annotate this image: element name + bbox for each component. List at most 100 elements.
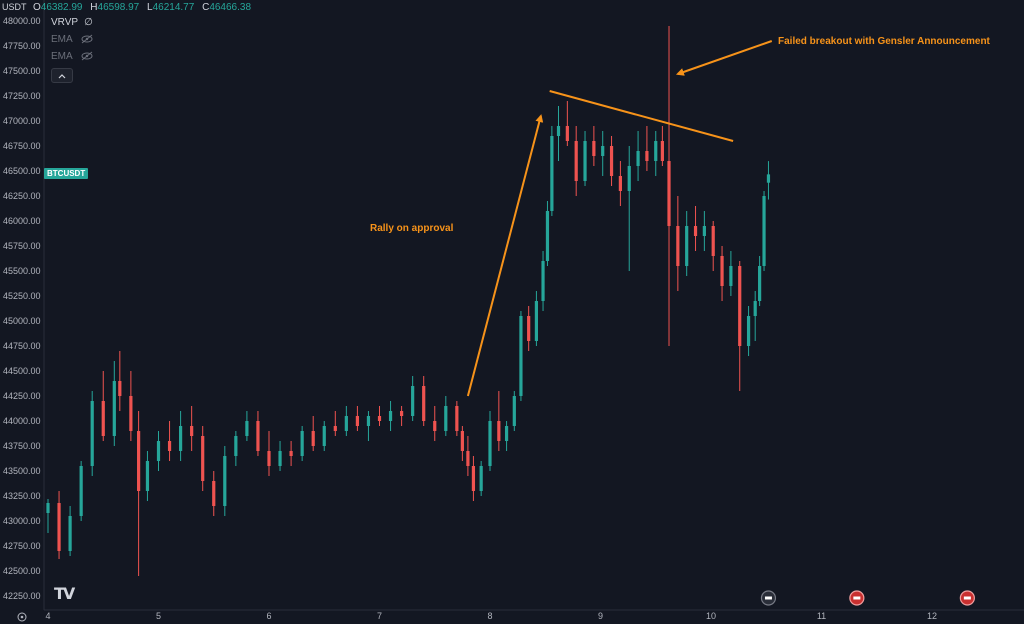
indicator-vrvp-name: VRVP: [51, 17, 79, 28]
candle: [504, 421, 509, 451]
time-tick-label: 8: [487, 611, 492, 621]
candle: [746, 306, 751, 356]
candle: [300, 426, 304, 461]
time-tick-label: 7: [377, 611, 382, 621]
candle: [118, 351, 122, 411]
ohlc-close-key: C: [202, 2, 210, 13]
candle: [388, 401, 393, 431]
settings-gear-icon[interactable]: [17, 612, 27, 622]
candle: [660, 126, 664, 166]
time-axis[interactable]: 4 5 6 7 8 9 10 11 12: [17, 0, 1024, 622]
candle: [512, 391, 516, 431]
indicator-vrvp[interactable]: VRVP ∅: [51, 17, 99, 33]
time-tick-label: 10: [706, 611, 716, 621]
price-tick-label: 47750.00: [3, 41, 41, 51]
candle: [267, 431, 271, 476]
time-tick-label: 4: [45, 611, 50, 621]
candle: [212, 471, 216, 516]
price-tick-label: 42500.00: [3, 566, 41, 576]
indicator-ema-2-name: EMA: [51, 51, 73, 62]
price-tick-label: 47250.00: [3, 91, 41, 101]
ohlc-high: 46598.97: [97, 2, 140, 13]
candle: [758, 256, 762, 306]
price-tick-label: 43500.00: [3, 466, 41, 476]
ohlc-open-key: O: [33, 2, 41, 13]
collapse-legend-button[interactable]: [51, 68, 73, 83]
ohlc-legend: O46382.99 H46598.97 L46214.77 C46466.38: [33, 2, 256, 18]
price-tick-label: 44250.00: [3, 391, 41, 401]
candle: [68, 506, 72, 556]
price-tick-label: 46250.00: [3, 191, 41, 201]
event-flag-icon[interactable]: [849, 590, 865, 606]
event-lightning-icon[interactable]: [760, 590, 777, 606]
indicator-ema-1[interactable]: EMA: [51, 34, 93, 50]
candle: [179, 411, 183, 461]
candle: [256, 411, 260, 456]
price-tick-label: 46750.00: [3, 141, 41, 151]
candle: [112, 361, 116, 446]
candle: [720, 246, 724, 301]
candle: [609, 136, 614, 186]
ohlc-high-key: H: [90, 2, 98, 13]
price-tick-label: 46500.00: [3, 166, 41, 176]
candle: [702, 211, 706, 251]
price-tick-label: 47500.00: [3, 66, 41, 76]
chevron-up-icon: [58, 73, 66, 78]
eye-off-icon[interactable]: [81, 34, 93, 44]
price-axis[interactable]: 42250.00 42500.00 42750.00 43000.00 43250.00…: [3, 16, 41, 601]
candle: [278, 441, 282, 471]
candle: [167, 421, 172, 461]
time-tick-label: 11: [817, 611, 826, 621]
candle: [565, 101, 569, 146]
candle: [627, 146, 631, 271]
price-tick-label: 44000.00: [3, 416, 41, 426]
candle: [289, 441, 293, 466]
candle: [322, 421, 326, 451]
candle: [460, 426, 464, 461]
candle: [355, 406, 359, 431]
price-tick-label: 45750.00: [3, 241, 41, 251]
candle: [90, 391, 94, 476]
candle: [729, 251, 733, 296]
candle: [762, 191, 766, 271]
candle: [190, 406, 194, 451]
candle: [57, 491, 61, 559]
price-tick-label: 45500.00: [3, 266, 41, 276]
pair-fragment: USDT: [2, 2, 27, 12]
time-tick-label: 12: [927, 611, 937, 621]
candle: [156, 431, 161, 471]
price-tick-label: 42250.00: [3, 591, 41, 601]
price-tick-label: 43250.00: [3, 491, 41, 501]
candle: [344, 406, 348, 436]
candle: [234, 431, 238, 466]
eye-off-icon[interactable]: [81, 51, 93, 61]
trendline-rally-arrow[interactable]: [466, 114, 544, 397]
candle: [101, 371, 105, 441]
candle: [711, 221, 715, 271]
candle: [556, 106, 561, 161]
symbol-badge: BTCUSDT: [44, 168, 89, 179]
annotation-failed-breakout: Failed breakout with Gensler Announcemen…: [778, 36, 990, 47]
candle: [645, 126, 649, 171]
trendline-resistance[interactable]: [549, 90, 734, 142]
event-flag-icon[interactable]: [959, 590, 975, 606]
candle: [455, 401, 459, 436]
price-tick-label: 47000.00: [3, 116, 41, 126]
price-tick-label: 48000.00: [3, 16, 41, 26]
candle: [311, 416, 315, 451]
candle: [545, 201, 550, 266]
trendline-failed-arrow[interactable]: [675, 40, 773, 76]
candle: [444, 396, 448, 436]
candle: [527, 306, 531, 351]
candle: [400, 406, 404, 426]
time-tick-label: 9: [598, 611, 603, 621]
price-tick-label: 43750.00: [3, 441, 41, 451]
candle: [738, 261, 742, 391]
candle: [201, 426, 205, 491]
candle: [471, 456, 476, 501]
candle: [601, 131, 605, 176]
candle: [574, 126, 578, 196]
candle: [618, 161, 622, 206]
indicator-ema-2[interactable]: EMA: [51, 51, 93, 67]
